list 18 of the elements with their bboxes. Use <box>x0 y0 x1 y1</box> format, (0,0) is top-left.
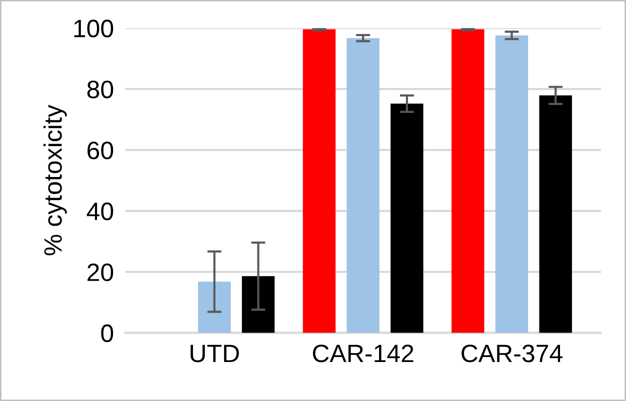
x-tick-label: CAR-142 <box>312 344 414 362</box>
y-tick-label: 20 <box>88 263 114 282</box>
bar <box>452 29 484 333</box>
bar <box>302 29 336 333</box>
y-axis-title: % cytotoxicity <box>44 104 67 256</box>
bar <box>242 276 275 333</box>
y-tick-label: 80 <box>87 80 114 98</box>
bar <box>346 38 380 333</box>
x-tick-label: UTD <box>190 344 239 362</box>
bar <box>539 95 572 333</box>
y-tick-label: 60 <box>88 142 114 160</box>
y-tick-label: 100 <box>74 20 114 38</box>
bar <box>495 35 528 333</box>
y-tick-label: 0 <box>101 324 114 342</box>
bar <box>198 282 231 333</box>
bar <box>390 104 424 333</box>
y-tick-label: 40 <box>86 202 114 220</box>
x-tick-label: CAR-374 <box>462 344 562 362</box>
